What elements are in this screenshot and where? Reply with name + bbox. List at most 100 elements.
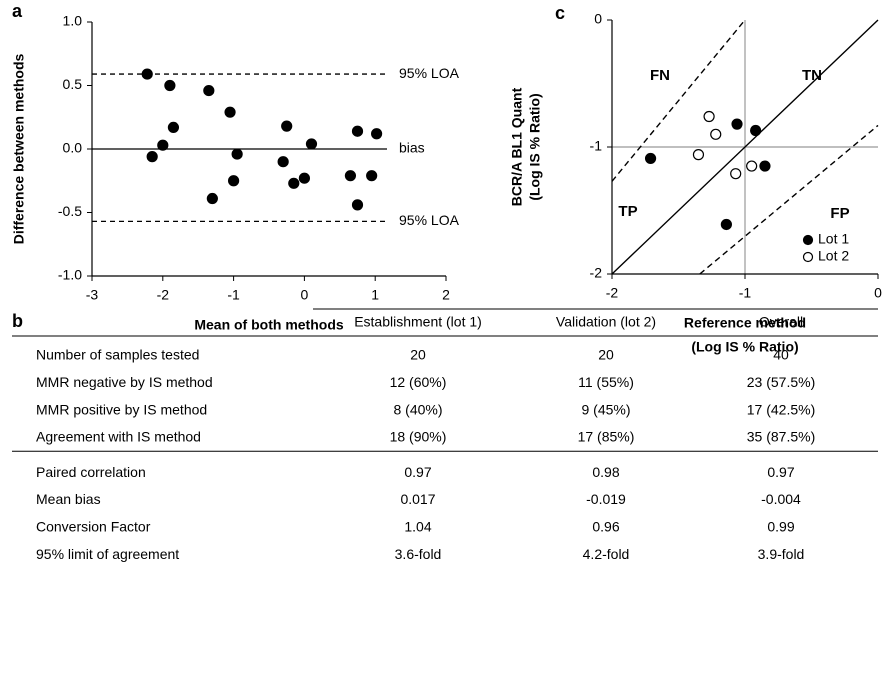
x-tick-label: -2 [606, 285, 619, 301]
table-cell: 35 (87.5%) [747, 429, 815, 445]
legend-marker [802, 251, 814, 263]
reference-label: 95% LOA [399, 65, 460, 81]
point [750, 124, 762, 137]
x-axis-label: Mean of both methods [194, 317, 344, 333]
x-axis-label: (Log IS % Ratio) [691, 339, 798, 355]
diagonal-line [611, 19, 879, 275]
row-label: MMR negative by IS method [36, 374, 213, 390]
y-axis-label: Difference between methods [11, 53, 27, 244]
point [731, 118, 743, 130]
table-cell: 0.98 [592, 464, 619, 480]
x-tick-label: 0 [301, 287, 309, 303]
table-cell: 0.017 [400, 491, 435, 507]
table-cell: 40 [773, 347, 789, 363]
x-axis-label: Reference method [684, 315, 806, 331]
column-header: Validation (lot 2) [556, 314, 656, 330]
point [167, 121, 180, 134]
table-cell: 17 (42.5%) [747, 401, 815, 417]
y-tick-label: -1 [590, 138, 603, 154]
y-tick-label: -2 [590, 265, 603, 281]
legend-marker [802, 234, 814, 246]
legend-label: Lot 2 [818, 248, 849, 264]
region-label: FP [830, 205, 849, 222]
panel-label: c [555, 3, 565, 23]
region-label: TP [618, 203, 637, 220]
point [351, 125, 364, 137]
point [692, 149, 705, 161]
x-tick-label: -1 [739, 285, 752, 301]
point [146, 151, 158, 163]
table-cell: 20 [598, 347, 614, 363]
point [720, 218, 732, 231]
x-tick-label: 0 [874, 285, 882, 301]
point [228, 175, 240, 187]
y-axis-label: BCR/A BL1 Quant [509, 87, 525, 206]
point [305, 138, 318, 150]
table-cell: 17 (85%) [578, 429, 635, 445]
region-label: FN [650, 67, 670, 84]
table-cell: 0.97 [767, 464, 794, 480]
x-tick-label: -1 [227, 287, 240, 303]
panel-label: a [12, 1, 23, 21]
y-tick-label: 1.0 [63, 13, 83, 29]
x-tick-label: 1 [371, 287, 379, 303]
table-cell: 1.04 [404, 519, 431, 535]
region-label: TN [802, 67, 822, 84]
table-cell: 18 (90%) [390, 429, 447, 445]
point [710, 128, 722, 140]
table-cell: 11 (55%) [578, 374, 634, 390]
diagonal-line [699, 124, 879, 275]
y-tick-label: 0 [594, 11, 602, 27]
legend-label: Lot 1 [818, 231, 849, 247]
point [141, 68, 153, 80]
table-cell: 23 (57.5%) [747, 374, 815, 390]
table-cell: 20 [410, 347, 426, 363]
x-tick-label: -2 [157, 287, 170, 303]
point [759, 160, 771, 172]
table-cell: 8 (40%) [393, 401, 442, 417]
y-tick-label: -0.5 [58, 203, 82, 219]
y-tick-label: -1.0 [58, 267, 82, 283]
point [164, 79, 176, 92]
reference-label: 95% LOA [399, 212, 460, 228]
column-header: Establishment (lot 1) [354, 314, 482, 330]
table-cell: 0.99 [767, 519, 794, 535]
point [203, 84, 215, 97]
point [746, 160, 758, 172]
point [206, 192, 218, 205]
table-cell: -0.004 [761, 491, 801, 507]
table-cell: 4.2-fold [583, 546, 630, 562]
table-cell: 9 (45%) [581, 401, 630, 417]
point [277, 156, 289, 168]
table-cell: -0.019 [586, 491, 626, 507]
point [344, 170, 357, 182]
row-label: 95% limit of agreement [36, 546, 179, 562]
y-tick-label: 0.5 [63, 76, 83, 92]
row-label: Mean bias [36, 491, 101, 507]
point [157, 139, 169, 151]
point [288, 177, 300, 189]
panel-label: b [12, 311, 23, 331]
point [703, 110, 715, 123]
y-axis-label: (Log IS % Ratio) [527, 93, 543, 200]
x-tick-label: -3 [86, 287, 99, 303]
row-label: Paired correlation [36, 464, 146, 480]
point [351, 199, 364, 211]
row-label: Conversion Factor [36, 519, 151, 535]
reference-label: bias [399, 140, 425, 156]
column-header: Overall [759, 314, 803, 330]
diagonal-line [611, 19, 746, 182]
y-tick-label: 0.0 [63, 140, 83, 156]
point [231, 148, 243, 160]
table-cell: 0.97 [404, 464, 431, 480]
row-label: Agreement with IS method [36, 429, 201, 445]
table-cell: 3.9-fold [758, 546, 805, 562]
point [366, 170, 378, 182]
point [730, 168, 742, 180]
table-cell: 0.96 [592, 519, 619, 535]
point [371, 128, 383, 140]
x-tick-label: 2 [442, 287, 450, 303]
point [281, 120, 293, 132]
table-cell: 3.6-fold [395, 546, 442, 562]
